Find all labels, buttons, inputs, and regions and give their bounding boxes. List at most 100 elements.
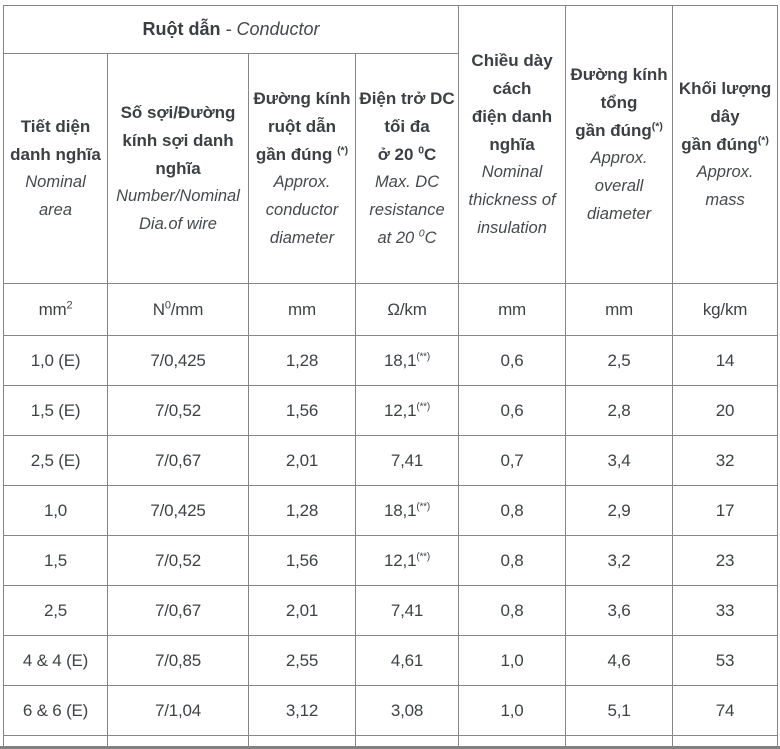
- unit-cell: mm: [248, 283, 356, 336]
- data-cell: 3,2: [565, 535, 674, 586]
- data-cell: 2,01: [248, 435, 356, 486]
- empty-cell: [672, 735, 779, 746]
- header-line-en: Dia.of wire: [139, 215, 217, 233]
- unit-cell: mm: [458, 283, 567, 336]
- data-cell: 2,5 (E): [3, 435, 108, 486]
- data-cell: 23: [672, 535, 779, 586]
- data-cell: 2,55: [248, 635, 356, 686]
- header-line-en: Nominal: [481, 163, 543, 181]
- data-cell: 1,0 (E): [3, 335, 108, 386]
- table-row: 4 & 4 (E) 7/0,85 2,55 4,61 1,0 4,6 53: [3, 635, 779, 686]
- header-nominal-area: Tiết diện danh nghĩa Nominal area: [3, 53, 108, 284]
- data-cell: 1,56: [248, 385, 356, 436]
- data-cell: 12,1(**): [354, 535, 460, 586]
- header-dc-resistance: Điện trở DC tối đa ở 20 0C Max. DC resis…: [354, 53, 460, 284]
- header-line: Đường kính: [570, 65, 668, 84]
- header-line: tổng: [600, 93, 638, 112]
- footnote-marker: (**): [416, 350, 430, 362]
- data-cell: 4,61: [354, 635, 460, 686]
- header-line: tối đa: [384, 117, 430, 136]
- superscript-zero: 0: [418, 227, 425, 240]
- data-cell: 3,12: [248, 685, 356, 736]
- table-row: 1,5 7/0,52 1,56 12,1(**) 0,8 3,2 23: [3, 535, 779, 586]
- data-cell: 2,5: [565, 335, 674, 386]
- data-cell: 7/0,52: [107, 385, 249, 436]
- cropped-section-divider-bar: [0, 746, 780, 749]
- data-cell: 7/1,04: [107, 685, 249, 736]
- header-line-en: Number/Nominal: [116, 187, 240, 205]
- header-line: Chiều dày: [471, 51, 553, 70]
- header-line: dây: [710, 107, 740, 126]
- header-line: gần đúng(*): [575, 120, 663, 140]
- header-line-en: Approx.: [590, 149, 648, 167]
- header-line-en: resistance: [369, 201, 445, 219]
- data-cell: 0,8: [458, 535, 567, 586]
- data-cell: 2,01: [248, 585, 356, 636]
- cropped-next-row: [3, 735, 779, 746]
- header-line: danh nghĩa: [10, 145, 101, 164]
- data-cell: 7,41: [354, 585, 460, 636]
- header-line: Số sợi/Đường: [120, 103, 236, 122]
- data-cell: 18,1(**): [354, 335, 460, 386]
- data-cell: 1,0: [458, 685, 567, 736]
- table-row: 1,0 (E) 7/0,425 1,28 18,1(**) 0,6 2,5 14: [3, 335, 779, 386]
- data-cell: 7/0,425: [107, 335, 249, 386]
- footnote-marker: (*): [757, 134, 769, 147]
- table-row: 1,0 7/0,425 1,28 18,1(**) 0,8 2,9 17: [3, 485, 779, 536]
- data-cell: 12,1(**): [354, 385, 460, 436]
- footnote-marker: (*): [651, 120, 663, 133]
- data-cell: 20: [672, 385, 779, 436]
- header-line-en: overall: [594, 177, 644, 195]
- data-cell: 32: [672, 435, 779, 486]
- data-cell: 1,0: [3, 485, 108, 536]
- table-row: Ruột dẫn - Conductor Chiều dày cách điện…: [2, 5, 779, 284]
- superscript: 2: [66, 298, 73, 311]
- footnote-marker: (**): [416, 550, 430, 562]
- data-cell: 2,9: [565, 485, 674, 536]
- unit-cell: mm2: [3, 283, 108, 336]
- header-line-en: Approx.: [696, 163, 754, 181]
- empty-cell: [458, 735, 567, 746]
- data-cell: 2,5: [3, 585, 108, 636]
- data-cell: 17: [672, 485, 779, 536]
- empty-cell: [248, 735, 356, 746]
- table-caption: Ruột dẫn - Conductor: [2, 5, 460, 54]
- header-line: ở 20 0C: [377, 144, 437, 164]
- header-line-en: conductor: [265, 201, 339, 219]
- header-line-en: diameter: [269, 229, 335, 247]
- empty-cell: [565, 735, 674, 746]
- data-cell: 3,4: [565, 435, 674, 486]
- table-row: 6 & 6 (E) 7/1,04 3,12 3,08 1,0 5,1 74: [3, 685, 779, 736]
- empty-cell: [354, 735, 460, 746]
- header-line-en: Approx.: [273, 173, 331, 191]
- empty-cell: [3, 735, 108, 746]
- header-line: kính sợi danh: [122, 131, 234, 150]
- header-line: gần đúng(*): [681, 134, 769, 154]
- header-number-dia-of-wire: Số sợi/Đường kính sợi danh nghĩa Number/…: [107, 53, 249, 284]
- table-row: 2,5 (E) 7/0,67 2,01 7,41 0,7 3,4 32: [3, 435, 779, 486]
- header-line: Đường kính: [253, 89, 351, 108]
- header-line: gần đúng (*): [255, 144, 349, 164]
- data-cell: 6 & 6 (E): [3, 685, 108, 736]
- footnote-marker: (**): [416, 500, 430, 512]
- superscript: 0: [164, 298, 171, 311]
- data-cell: 5,1: [565, 685, 674, 736]
- empty-cell: [107, 735, 249, 746]
- header-line: nghĩa: [489, 135, 535, 154]
- header-line: Tiết diện: [20, 117, 91, 136]
- data-cell: 1,28: [248, 335, 356, 386]
- conductor-spec-table: Ruột dẫn - Conductor Chiều dày cách điện…: [2, 5, 779, 746]
- footnote-marker: (*): [337, 144, 349, 157]
- footnote-marker: (**): [416, 400, 430, 412]
- header-line: ruột dẫn: [268, 117, 336, 136]
- table-row: Tiết diện danh nghĩa Nominal area Số sợi…: [3, 53, 778, 284]
- header-line-en: diameter: [586, 205, 652, 223]
- data-cell: 0,7: [458, 435, 567, 486]
- caption-subtitle: - Conductor: [220, 19, 320, 39]
- data-cell: 0,8: [458, 585, 567, 636]
- data-cell: 1,5 (E): [3, 385, 108, 436]
- data-cell: 0,6: [458, 385, 567, 436]
- header-overall-diameter: Đường kính tổng gần đúng(*) Approx. over…: [565, 5, 674, 284]
- data-cell: 1,56: [248, 535, 356, 586]
